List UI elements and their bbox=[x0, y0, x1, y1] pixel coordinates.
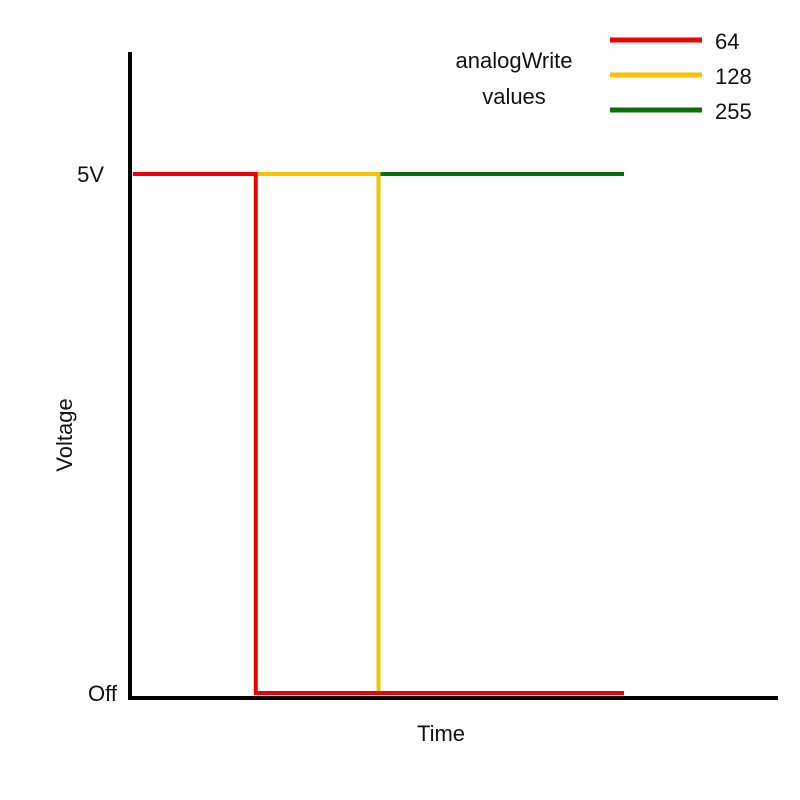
y-tick-label-off: Off bbox=[88, 681, 118, 706]
series-group bbox=[133, 172, 624, 695]
legend-label-128: 128 bbox=[715, 64, 752, 89]
y-tick-label-5v: 5V bbox=[77, 162, 104, 187]
series-line-128 bbox=[133, 172, 624, 695]
x-axis-title: Time bbox=[417, 721, 465, 746]
legend-title-line2: values bbox=[482, 84, 546, 109]
legend-label-255: 255 bbox=[715, 99, 752, 124]
legend-title-line1: analogWrite bbox=[456, 48, 573, 73]
legend: 64 128 255 bbox=[610, 29, 752, 124]
series-line-64 bbox=[133, 172, 624, 695]
legend-label-64: 64 bbox=[715, 29, 739, 54]
y-axis-title: Voltage bbox=[52, 398, 77, 471]
